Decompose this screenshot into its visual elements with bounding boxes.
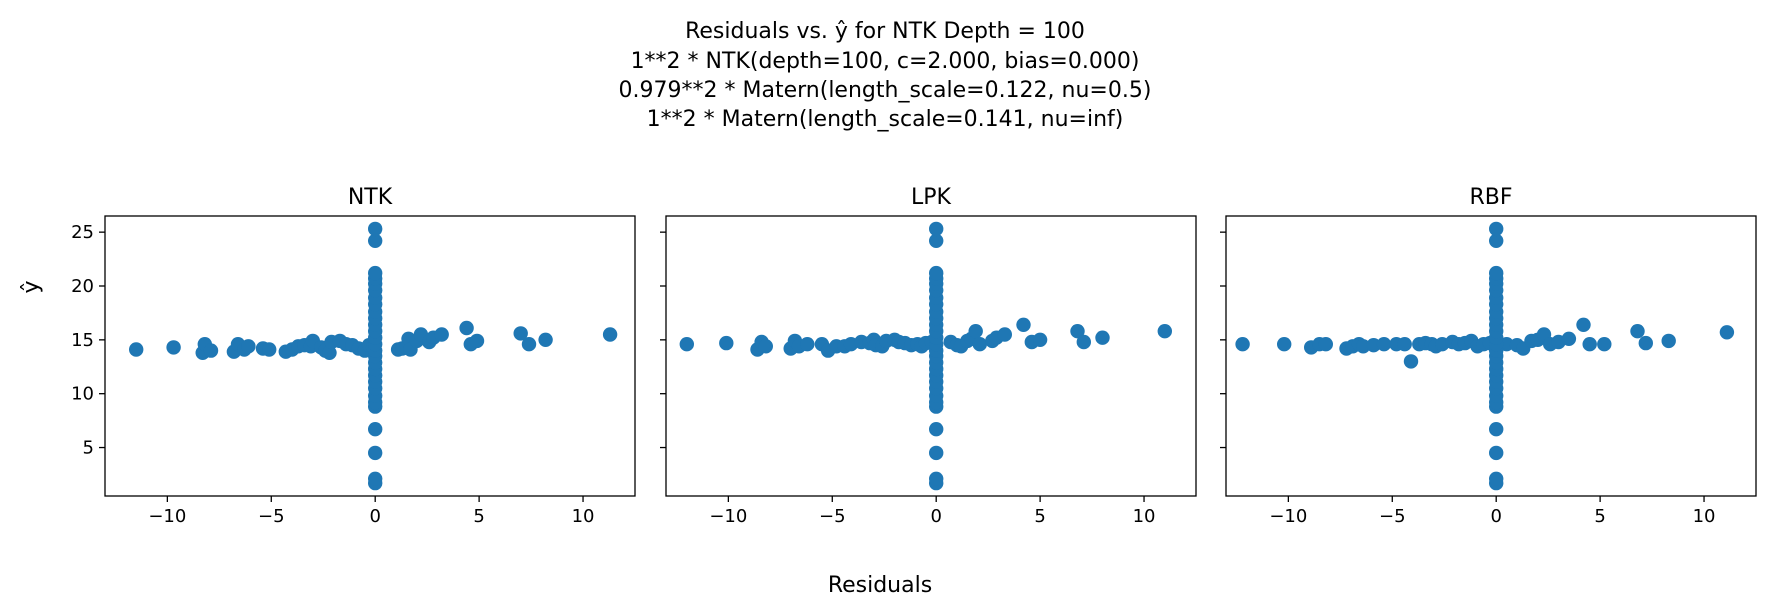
data-point xyxy=(929,422,944,437)
data-point xyxy=(166,340,181,355)
x-tick-label: 0 xyxy=(1490,506,1501,527)
data-point xyxy=(434,327,449,342)
x-tick-label: −5 xyxy=(258,506,285,527)
data-point xyxy=(1489,233,1504,248)
data-point xyxy=(929,233,944,248)
x-tick-label: 5 xyxy=(473,506,484,527)
data-point xyxy=(929,471,944,486)
data-point xyxy=(1489,471,1504,486)
y-tick-label: 25 xyxy=(71,222,94,243)
y-tick-label: 15 xyxy=(71,330,94,351)
data-point xyxy=(1235,337,1250,352)
data-point xyxy=(129,342,144,357)
panel-lpk: LPK −10 −5 0 5 10 xyxy=(660,185,1197,527)
data-point xyxy=(719,335,734,351)
data-point xyxy=(1597,337,1612,352)
data-point xyxy=(1719,325,1735,340)
data-point xyxy=(368,422,383,437)
title-line-1: Residuals vs. ŷ for NTK Depth = 100 xyxy=(685,19,1085,44)
data-point xyxy=(241,339,256,354)
data-point xyxy=(368,221,383,237)
y-tick-label: 20 xyxy=(71,276,94,297)
y-tick-label: 5 xyxy=(83,438,94,459)
data-point xyxy=(758,339,773,354)
title-line-2: 1**2 * NTK(depth=100, c=2.000, bias=0.00… xyxy=(631,49,1140,74)
data-point xyxy=(968,324,983,339)
data-point xyxy=(1016,317,1031,332)
data-point xyxy=(1499,337,1514,352)
data-point xyxy=(1032,332,1048,347)
data-point xyxy=(513,326,528,341)
data-point xyxy=(1561,331,1577,346)
data-point xyxy=(538,332,553,347)
data-point xyxy=(997,327,1012,342)
data-point xyxy=(1356,339,1371,354)
x-tick-label: 10 xyxy=(572,506,595,527)
panel-ntk: NTK −10 −5 0 5 10 5 10 15 20 25 xyxy=(71,185,636,527)
data-point xyxy=(972,337,987,352)
data-point xyxy=(1489,221,1504,237)
data-point xyxy=(679,337,694,352)
data-point xyxy=(1376,337,1392,352)
data-point xyxy=(469,333,485,349)
data-point xyxy=(368,471,383,486)
panel-title: NTK xyxy=(348,185,393,210)
data-point xyxy=(929,221,944,237)
x-tick-label: 5 xyxy=(1034,506,1045,527)
x-tick-label: −10 xyxy=(148,506,186,527)
data-point xyxy=(1489,265,1504,281)
x-tick-label: −5 xyxy=(819,506,846,527)
x-tick-label: 0 xyxy=(369,506,380,527)
data-point xyxy=(1661,333,1676,349)
data-point xyxy=(368,265,383,281)
data-point xyxy=(1630,324,1645,339)
x-tick-label: 10 xyxy=(1133,506,1156,527)
y-tick-label: 10 xyxy=(71,384,94,405)
data-point xyxy=(1489,422,1504,437)
data-point xyxy=(262,342,277,357)
data-point xyxy=(1397,337,1412,352)
data-point xyxy=(203,343,219,358)
x-tick-label: −10 xyxy=(709,506,747,527)
data-point xyxy=(1638,335,1654,351)
panel-title: LPK xyxy=(911,185,952,210)
data-point xyxy=(1157,324,1173,339)
data-point xyxy=(602,327,618,342)
subplot-panels: NTK −10 −5 0 5 10 5 10 15 20 25 LPK −10 −5 0 5 10 RBF −10 −… xyxy=(71,185,1757,527)
data-point xyxy=(1366,338,1381,353)
x-axis-label: Residuals xyxy=(828,573,932,598)
panel-rbf: RBF −10 −5 0 5 10 xyxy=(1220,185,1757,527)
title-line-3: 0.979**2 * Matern(length_scale=0.122, nu… xyxy=(619,78,1152,103)
data-point xyxy=(459,320,474,336)
data-point xyxy=(1070,324,1085,339)
data-point xyxy=(1403,354,1419,369)
title-line-4: 1**2 * Matern(length_scale=0.141, nu=inf… xyxy=(647,107,1124,132)
plot-frame xyxy=(104,215,636,497)
data-point xyxy=(521,337,537,352)
data-point xyxy=(1318,337,1334,352)
data-point xyxy=(368,445,383,461)
data-point xyxy=(368,233,383,248)
x-tick-label: 10 xyxy=(1693,506,1716,527)
panel-title: RBF xyxy=(1469,185,1512,210)
x-tick-label: −5 xyxy=(1379,506,1406,527)
data-point xyxy=(1076,334,1092,350)
data-point xyxy=(1489,445,1504,461)
data-point xyxy=(929,445,944,461)
data-point xyxy=(800,337,815,352)
data-point xyxy=(929,265,944,281)
data-point xyxy=(322,345,337,360)
x-tick-label: 5 xyxy=(1594,506,1605,527)
x-tick-label: 0 xyxy=(930,506,941,527)
data-point xyxy=(1582,337,1597,352)
x-tick-label: −10 xyxy=(1269,506,1307,527)
data-point xyxy=(1576,317,1591,332)
plot-frame xyxy=(665,215,1197,497)
figure-title: Residuals vs. ŷ for NTK Depth = 100 1**2… xyxy=(619,19,1152,132)
data-point xyxy=(1095,330,1110,345)
y-axis-label: ŷ xyxy=(19,280,44,293)
plot-frame xyxy=(1225,215,1757,497)
data-point xyxy=(1277,337,1292,352)
